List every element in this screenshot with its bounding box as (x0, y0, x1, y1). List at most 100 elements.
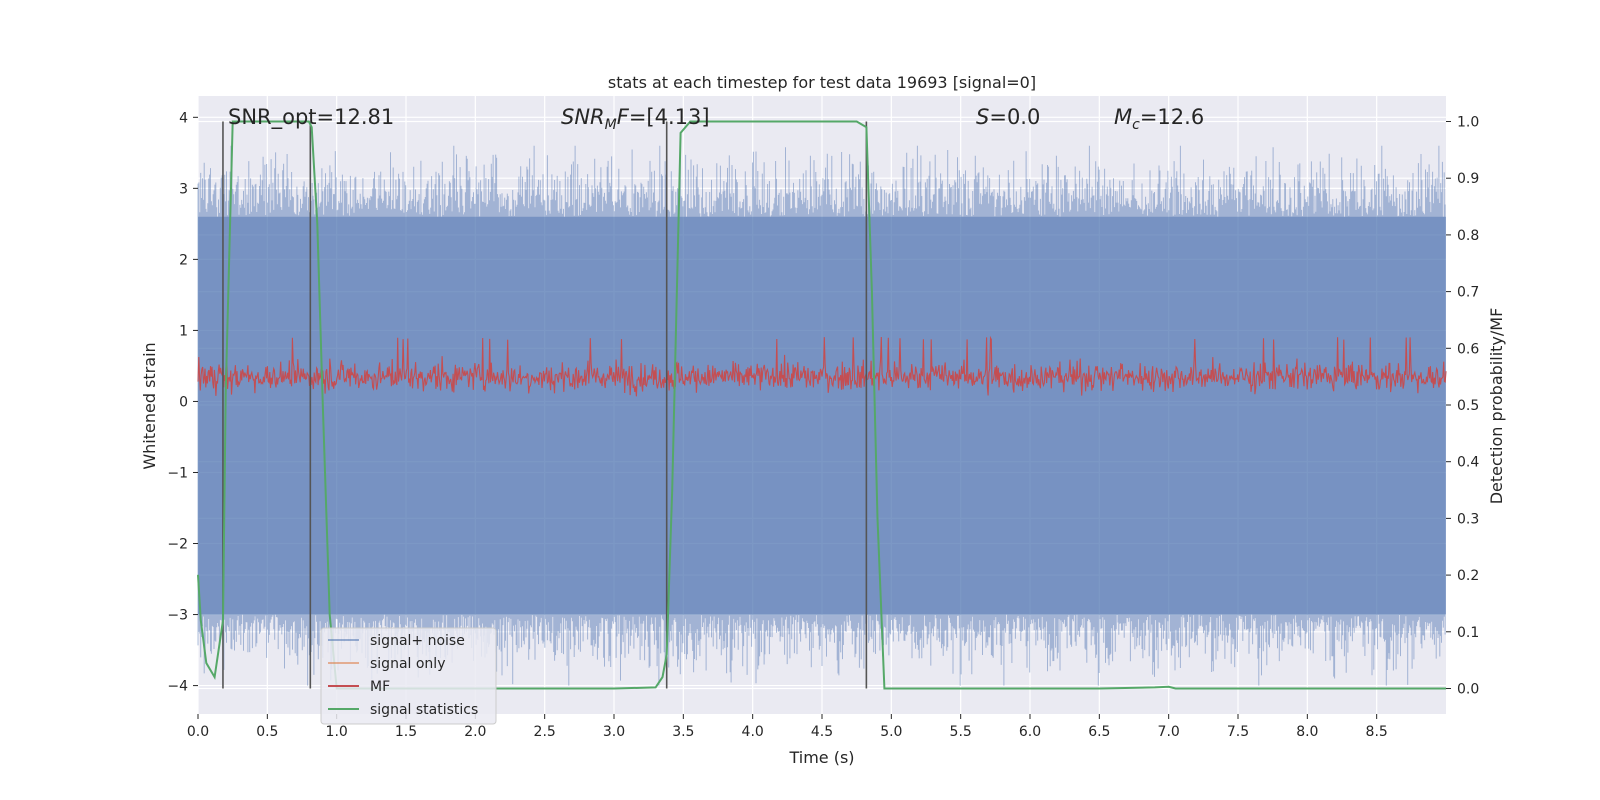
annotation-snr-opt: SNR_opt=12.81 (228, 105, 394, 130)
x-tick-label: 0.5 (256, 724, 278, 740)
signal-statistics-point (856, 120, 858, 123)
noise-band-core (198, 216, 1446, 615)
signal-statistics-point (666, 653, 668, 656)
y2-tick-label: 1.0 (1457, 115, 1479, 131)
signal-statistics-point (1098, 687, 1100, 690)
x-tick-label: 8.0 (1296, 724, 1318, 740)
signal-statistics-point (689, 120, 691, 123)
signal-statistics-point (308, 120, 310, 123)
legend-label-signal-noise: signal+ noise (370, 633, 465, 649)
snr-mf-suffix: F (617, 105, 630, 129)
annotation-mc: Mc=12.6 (1114, 105, 1204, 133)
noise-spikes (197, 145, 1446, 686)
y2-tick-label: 0.8 (1457, 228, 1479, 244)
y2-tick-label: 0.3 (1457, 511, 1479, 527)
x-axis-label: Time (s) (788, 748, 854, 767)
y-tick-label: 4 (179, 110, 188, 126)
x-axis-ticks: 0.0 0.5 1.0 1.5 2.0 2.5 3.0 3.5 4.0 4.5 5.0 5.5 6.0 6… (187, 714, 1388, 740)
signal-statistics-point (266, 120, 268, 123)
chart-title: stats at each timestep for test data 196… (608, 73, 1036, 92)
legend-label-signal-statistics: signal statistics (370, 702, 478, 718)
signal-noise-series (197, 145, 1446, 686)
signal-statistics-point (671, 489, 673, 491)
snr-mf-value: =[4.13] (629, 105, 710, 129)
y2-tick-label: 0.6 (1457, 341, 1479, 357)
signal-statistics-point (1237, 687, 1239, 690)
signal-statistics-point (316, 222, 318, 225)
x-tick-label: 1.5 (395, 724, 417, 740)
x-tick-label: 5.0 (880, 724, 902, 740)
y2-tick-label: 0.2 (1457, 568, 1479, 584)
signal-statistics-point (214, 676, 216, 678)
signal-statistics-line (197, 120, 1446, 690)
signal-statistics-point (821, 120, 823, 123)
signal-statistics-point (205, 662, 207, 664)
x-tick-label: 3.5 (672, 724, 694, 740)
signal-statistics-point (679, 132, 682, 134)
signal-statistics-point (655, 686, 657, 688)
y2-tick-label: 0.5 (1457, 398, 1479, 414)
y-tick-label: −2 (167, 537, 188, 553)
signal-statistics-point (1168, 686, 1170, 688)
y-tick-label: −4 (167, 679, 188, 695)
x-tick-label: 8.5 (1366, 724, 1388, 740)
mf-series (197, 335, 1447, 397)
y-tick-label: −1 (167, 465, 188, 481)
x-tick-label: 7.0 (1158, 724, 1180, 740)
signal-statistics-point (232, 120, 234, 123)
y2-tick-label: 0.7 (1457, 285, 1479, 301)
x-tick-label: 3.0 (603, 724, 625, 740)
y-axis-ticks: −4 −3 −2 −1 0 1 2 3 4 (167, 110, 198, 695)
legend-box (320, 627, 497, 725)
x-tick-label: 4.5 (811, 724, 833, 740)
x-tick-label: 5.5 (950, 724, 972, 740)
x-tick-label: 1.0 (326, 724, 348, 740)
y-tick-label: −3 (167, 608, 188, 624)
mc-name: M (1114, 105, 1132, 129)
y-tick-label: 0 (179, 394, 188, 410)
signal-statistics-point (222, 619, 224, 622)
y2-axis-ticks: 0.0 0.1 0.2 0.3 0.4 0.5 0.6 0.7 0.8 0.9 1.0 (1446, 115, 1479, 697)
signal-statistics-point (322, 404, 324, 406)
legend-label-mf: MF (370, 679, 390, 695)
mc-sub: c (1132, 117, 1140, 133)
mc-value: =12.6 (1140, 105, 1204, 129)
signal-statistics-point (311, 126, 313, 128)
signal-statistics-point (876, 517, 879, 519)
signal-statistics-point (661, 676, 664, 678)
signal-statistics-point (1154, 686, 1156, 688)
y2-tick-label: 0.0 (1457, 681, 1479, 697)
signal-statistics-point (752, 120, 754, 123)
signal-statistics-point (865, 126, 867, 128)
y2-tick-label: 0.1 (1457, 625, 1479, 641)
y-tick-label: 1 (179, 323, 188, 339)
signal-statistics-point (1376, 687, 1378, 690)
signal-statistics-point (197, 574, 199, 576)
signal-statistics-point (1175, 687, 1177, 690)
x-tick-label: 4.0 (742, 724, 764, 740)
legend-label-signal-only: signal only (370, 656, 445, 672)
y2-tick-label: 0.4 (1457, 455, 1479, 471)
y2-axis-label: Detection probability/MF (1487, 308, 1506, 505)
signal-statistics-point (1306, 687, 1308, 690)
y-tick-label: 2 (179, 252, 188, 268)
annotation-snr-mf: SNRMF=[4.13] (561, 105, 710, 133)
signal-statistics-point (200, 619, 202, 622)
x-tick-label: 2.0 (464, 724, 486, 740)
x-tick-label: 0.0 (187, 724, 209, 740)
legend: signal+ noise signal only MF signal stat… (320, 627, 497, 725)
annotation-s: S=0.0 (976, 105, 1040, 129)
signal-statistics-point (329, 614, 331, 616)
mf-line (197, 335, 1447, 397)
signal-statistics-point (871, 291, 873, 293)
s-value: =0.0 (989, 105, 1040, 129)
signal-statistics-point (239, 120, 241, 123)
signal-statistics-point (544, 687, 546, 690)
signal-statistics-point (225, 393, 227, 395)
y-tick-label: 3 (179, 181, 188, 197)
x-tick-label: 2.5 (534, 724, 556, 740)
signal-statistics-point (1029, 687, 1031, 690)
snr-mf-sub: M (605, 117, 617, 133)
snr-mf-name: SNR (561, 105, 605, 129)
